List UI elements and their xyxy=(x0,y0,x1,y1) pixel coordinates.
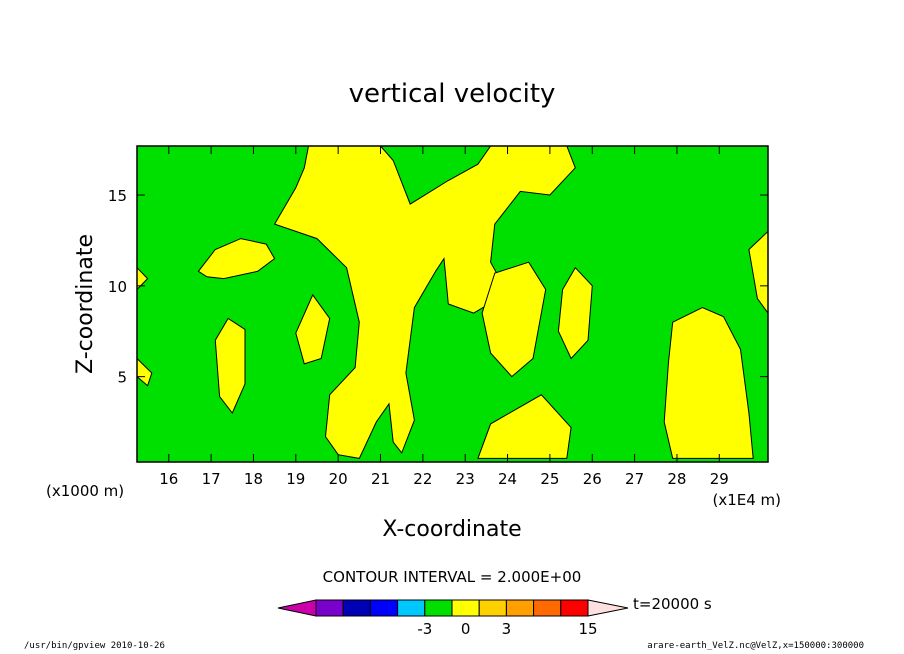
footer-right: arare-earth_VelZ.nc@VelZ,x=150000:300000 xyxy=(647,641,864,651)
x-tick-label: 22 xyxy=(413,470,432,488)
contour-region-8 xyxy=(477,394,572,459)
colorbar-segment xyxy=(478,599,507,617)
y-axis-ticks: 5 10 15 xyxy=(108,187,768,387)
contour-region-4 xyxy=(481,261,547,378)
x-tick-label: 20 xyxy=(329,470,348,488)
contour-region-3 xyxy=(295,293,331,365)
colorbar-segment xyxy=(505,599,535,617)
colorbar-tick-labels: -3 0 3 15 xyxy=(417,620,597,638)
contour-region-5 xyxy=(557,266,593,360)
contour-region-6 xyxy=(663,307,754,459)
y-axis-label: Z-coordinate xyxy=(73,234,98,374)
y-tick-label: 5 xyxy=(117,369,127,387)
z-unit-label: (x1000 m) xyxy=(46,482,124,500)
x-tick-label: 18 xyxy=(244,470,263,488)
x-axis-ticks: 16 17 18 19 20 21 22 23 24 25 26 27 28 29 xyxy=(159,146,729,488)
x-unit-label: (x1E4 m) xyxy=(712,491,781,509)
x-tick-label: 19 xyxy=(286,470,305,488)
colorbar-tick-label: -3 xyxy=(417,620,432,638)
colorbar-segment xyxy=(533,599,562,617)
y-tick-label: 10 xyxy=(108,278,127,296)
footer-left: /usr/bin/gpview 2010-10-26 xyxy=(24,641,165,651)
plot-frame xyxy=(136,145,769,463)
colorbar-under-arrow xyxy=(277,599,317,617)
x-tick-label: 27 xyxy=(625,470,644,488)
colorbar-segment xyxy=(369,599,399,617)
x-tick-label: 29 xyxy=(710,470,729,488)
colorbar-segment xyxy=(424,599,453,617)
time-label: t=20000 s xyxy=(633,595,712,613)
x-tick-label: 23 xyxy=(456,470,475,488)
colorbar-segment xyxy=(451,599,480,617)
chart-title: vertical velocity xyxy=(349,79,556,109)
contour-regions xyxy=(136,145,769,459)
x-tick-label: 26 xyxy=(583,470,602,488)
x-tick-label: 28 xyxy=(667,470,686,488)
contour-interval-label: CONTOUR INTERVAL = 2.000E+00 xyxy=(323,568,582,586)
x-axis-label: X-coordinate xyxy=(382,517,521,542)
plot-area xyxy=(136,145,769,463)
contour-region-1 xyxy=(197,238,276,280)
colorbar-segment xyxy=(315,599,344,617)
colorbar xyxy=(277,599,629,617)
colorbar-tick-label: 0 xyxy=(461,620,471,638)
x-tick-label: 17 xyxy=(202,470,221,488)
colorbar-tick-label: 3 xyxy=(502,620,512,638)
colorbar-segment xyxy=(342,599,371,617)
y-tick-label: 15 xyxy=(108,187,127,205)
colorbar-over-arrow xyxy=(587,599,629,617)
contour-region-2 xyxy=(214,317,246,414)
x-tick-label: 24 xyxy=(498,470,517,488)
colorbar-tick-label: 15 xyxy=(578,620,597,638)
colorbar-segment xyxy=(560,599,589,617)
colorbar-segment xyxy=(397,599,426,617)
x-tick-label: 25 xyxy=(540,470,559,488)
x-tick-label: 21 xyxy=(371,470,390,488)
x-tick-label: 16 xyxy=(159,470,178,488)
